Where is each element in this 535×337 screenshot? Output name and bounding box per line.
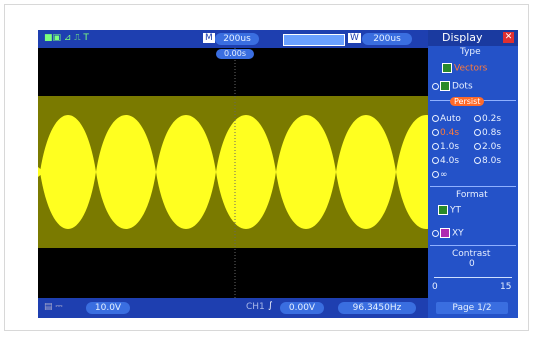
radio [474, 129, 481, 136]
timebase: 200us [215, 33, 259, 45]
format-label: Format [456, 190, 488, 200]
persist-option[interactable]: 2.0s [474, 142, 501, 152]
radio [432, 115, 439, 122]
persist-option-text: 0.2s [482, 114, 502, 124]
trigger-source: CH1 [246, 302, 265, 312]
persist-option[interactable]: 8.0s [474, 156, 501, 166]
display-menu: Display ✕ Type Vectors Dots Persist Form… [428, 30, 518, 318]
channel-marker [38, 167, 44, 177]
radio [432, 143, 439, 150]
radio [432, 171, 439, 178]
persist-option[interactable]: ∞ [432, 170, 448, 180]
ch1-scale: 10.0V [86, 302, 130, 314]
type-option[interactable]: Dots [432, 81, 473, 92]
format-option[interactable]: YT [438, 205, 461, 216]
contrast-max: 15 [500, 282, 512, 292]
frame [4, 4, 529, 331]
waveform-lobe [96, 115, 156, 229]
type-option[interactable]: Vectors [442, 63, 487, 74]
menu-header [428, 30, 518, 46]
persist-option-text: 4.0s [440, 156, 460, 166]
type-option-text: Vectors [454, 63, 488, 74]
separator [430, 245, 516, 246]
waveform-lobe [276, 115, 336, 229]
contrast-value: 0 [469, 259, 475, 269]
persist-option[interactable]: Auto [432, 114, 461, 124]
trigger-edge: ∫ [268, 301, 273, 311]
frequency: 96.3450Hz [338, 302, 416, 314]
persist-option[interactable]: 0.8s [474, 128, 501, 138]
waveform-lobe [396, 115, 428, 229]
page-button[interactable]: Page 1/2 [436, 302, 508, 314]
persist-option[interactable]: 0.2s [474, 114, 501, 124]
radio [474, 115, 481, 122]
contrast-slider[interactable] [434, 277, 512, 278]
persist-option[interactable]: 4.0s [432, 156, 459, 166]
persist-option-text: ∞ [440, 170, 448, 180]
timebase-label: M [203, 33, 215, 43]
window: 200us [362, 33, 412, 45]
persist-label: Persist [450, 97, 485, 106]
waveform-lobe [40, 115, 96, 229]
contrast-label: Contrast [452, 249, 491, 259]
persist-option-text: 0.4s [440, 128, 460, 138]
type-label: Type [460, 47, 481, 57]
format-option-text: XY [452, 228, 464, 239]
format-option-text: YT [450, 205, 461, 216]
persist-option-text: Auto [440, 114, 461, 124]
waveform-lobe [336, 115, 396, 229]
trigger-level: 0.00V [280, 302, 324, 314]
ch-icons: ▤ ⎓ [44, 302, 63, 312]
waveform-area [38, 48, 428, 298]
top-bar: ■▣ ⊿ ⎍ T M 200us W 200us [38, 30, 428, 48]
trigger-position: 0.00s [216, 49, 254, 59]
close-button[interactable]: ✕ [503, 32, 514, 43]
radio [432, 157, 439, 164]
waveform-lobe [156, 115, 216, 229]
waveform-lobe [216, 115, 276, 229]
radio [474, 143, 481, 150]
separator [430, 186, 516, 187]
persist-option[interactable]: 1.0s [432, 142, 459, 152]
persist-option-text: 1.0s [440, 142, 460, 152]
persist-option-text: 0.8s [482, 128, 502, 138]
persist-option[interactable]: 0.4s [432, 128, 459, 138]
window-label: W [348, 33, 361, 43]
radio [432, 129, 439, 136]
type-option-text: Dots [452, 81, 473, 92]
contrast-min: 0 [432, 282, 438, 292]
format-option[interactable]: XY [432, 228, 464, 239]
radio [474, 157, 481, 164]
bottom-bar: ▤ ⎓ 10.0V CH1 ∫ 0.00V 96.3450Hz [38, 298, 428, 318]
persist-option-text: 2.0s [482, 142, 502, 152]
scope-screen: ■▣ ⊿ ⎍ T M 200us W 200us 0.00s ▤ ⎓ 10.0V… [38, 30, 518, 318]
window-indicator [283, 34, 345, 46]
persist-option-text: 8.0s [482, 156, 502, 166]
status-icons: ■▣ ⊿ ⎍ T [44, 33, 89, 43]
menu-title: Display [442, 31, 483, 44]
